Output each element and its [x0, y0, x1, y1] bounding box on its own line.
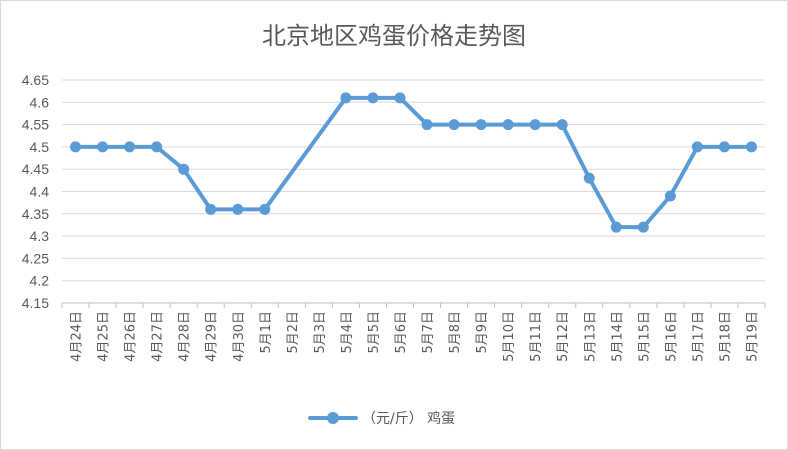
y-tick-label: 4.6	[30, 94, 50, 110]
x-tick-label: 5月8日	[448, 311, 463, 354]
x-tick-label: 5月9日	[475, 311, 490, 354]
data-point	[394, 92, 406, 104]
data-point	[421, 119, 433, 131]
y-axis-tick-labels: 4.15 4.2 4.25 4.3 4.35 4.4 4.45 4.5 4.55 4.6 4.65	[22, 72, 49, 311]
x-tick-label: 5月11日	[529, 311, 544, 362]
data-point	[124, 141, 136, 153]
x-tick-label: 5月2日	[286, 311, 301, 354]
legend: （元/斤） 鸡蛋	[308, 410, 455, 427]
y-tick-label: 4.3	[30, 228, 50, 244]
x-tick-label: 5月3日	[313, 311, 328, 354]
x-tick-label: 5月10日	[502, 311, 517, 362]
x-tick-label: 5月5日	[367, 311, 382, 354]
y-tick-label: 4.4	[30, 184, 50, 200]
y-tick-label: 4.25	[22, 250, 49, 266]
data-point	[691, 141, 703, 153]
x-tick-label: 5月19日	[745, 311, 760, 362]
x-tick-label: 4月28日	[178, 311, 193, 362]
x-tick-label: 4月30日	[232, 311, 247, 362]
x-tick-label: 4月26日	[124, 311, 139, 362]
y-tick-label: 4.55	[22, 117, 49, 133]
legend-marker-swatch	[327, 412, 339, 424]
data-point	[583, 172, 595, 184]
x-tick-label: 5月12日	[556, 311, 571, 362]
data-point	[556, 119, 568, 131]
y-tick-label: 4.15	[22, 295, 49, 311]
y-tick-label: 4.35	[22, 206, 49, 222]
data-point	[448, 119, 460, 131]
data-point	[205, 203, 217, 215]
x-tick-label: 5月4日	[340, 311, 355, 354]
x-tick-label: 5月7日	[421, 311, 436, 354]
x-tick-label: 4月27日	[151, 311, 166, 362]
data-point	[367, 92, 379, 104]
data-point	[502, 119, 514, 131]
x-tick-label: 5月13日	[583, 311, 598, 362]
series-layer	[70, 92, 757, 233]
x-tick-label: 5月1日	[259, 311, 274, 354]
data-point	[340, 92, 352, 104]
data-point	[529, 119, 541, 131]
data-point	[745, 141, 757, 153]
data-point	[97, 141, 109, 153]
data-point	[718, 141, 730, 153]
data-point	[664, 190, 676, 202]
x-tick-label: 5月18日	[718, 311, 733, 362]
data-point	[151, 141, 163, 153]
chart-title: 北京地区鸡蛋价格走势图	[262, 22, 526, 50]
x-tick-label: 5月14日	[610, 311, 625, 362]
y-tick-label: 4.2	[30, 273, 50, 289]
y-tick-label: 4.5	[30, 139, 50, 155]
x-tick-label: 5月16日	[664, 311, 679, 362]
data-point	[637, 221, 649, 233]
data-point	[70, 141, 82, 153]
x-tick-label: 4月24日	[70, 311, 85, 362]
series-line	[73, 95, 754, 230]
data-point	[259, 203, 271, 215]
gridlines	[61, 79, 766, 308]
y-tick-label: 4.65	[22, 72, 49, 88]
data-point	[232, 203, 244, 215]
legend-label: （元/斤） 鸡蛋	[362, 410, 455, 427]
x-tick-label: 4月29日	[205, 311, 220, 362]
x-tick-label: 4月25日	[97, 311, 112, 362]
x-tick-label: 5月6日	[394, 311, 409, 354]
x-tick-label: 5月15日	[637, 311, 652, 362]
y-tick-label: 4.45	[22, 161, 49, 177]
data-point	[610, 221, 622, 233]
x-tick-label: 5月17日	[691, 311, 706, 362]
data-point	[178, 163, 190, 175]
x-axis-tick-labels: 4月24日 4月25日 4月26日 4月27日 4月28日 4月29日 4月30日 5月1日 5…	[70, 311, 761, 362]
data-point	[475, 119, 487, 131]
